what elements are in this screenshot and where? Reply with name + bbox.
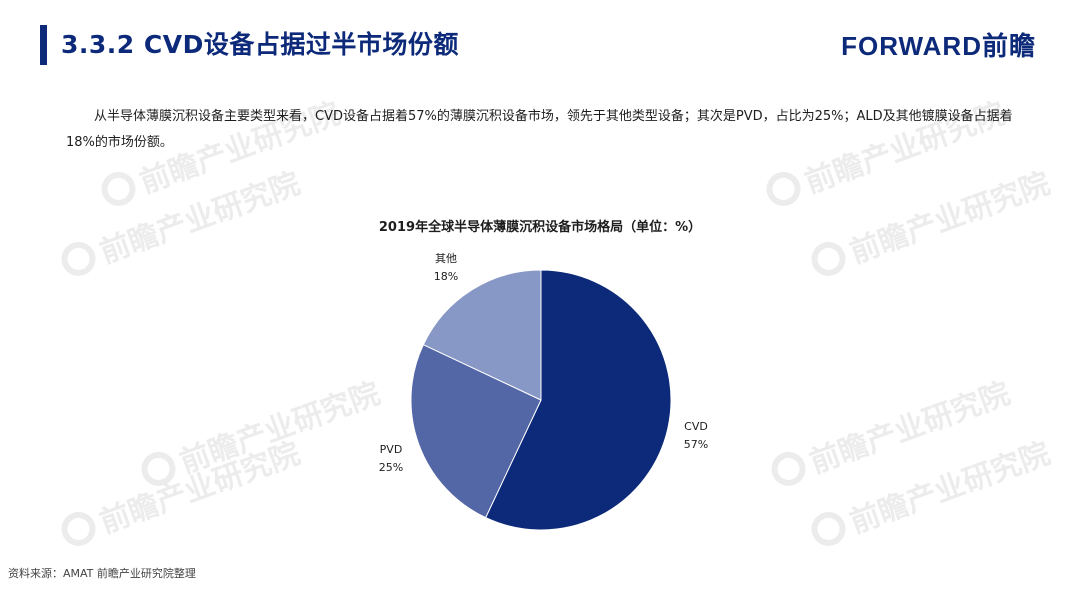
slice-label-name: CVD: [684, 420, 708, 433]
slice-label-name: PVD: [380, 443, 403, 456]
slice-label-name: 其他: [435, 252, 457, 265]
slice-label-value: 57%: [684, 438, 708, 451]
slice-label-value: 25%: [379, 461, 403, 474]
intro-paragraph: 从半导体薄膜沉积设备主要类型来看，CVD设备占据着57%的薄膜沉积设备市场，领先…: [66, 109, 1013, 150]
pie-slice-其他: [422, 269, 542, 401]
pie-labels: CVD 57% PVD 25% 其他 18%: [379, 252, 708, 474]
source-note: 资料来源：AMAT 前瞻产业研究院整理: [8, 567, 196, 580]
brand-logo: FORWARD前瞻: [841, 31, 1036, 61]
title-accent-bar: [40, 25, 47, 65]
pie-slice-pvd: [410, 343, 542, 519]
pie-slice-cvd: [484, 269, 672, 531]
chart-title: 2019年全球半导体薄膜沉积设备市场格局（单位：%）: [378, 220, 702, 235]
pie-slices: [410, 269, 672, 531]
page-title: 3.3.2 CVD设备占据过半市场份额: [61, 30, 459, 59]
slice-label-value: 18%: [434, 270, 458, 283]
